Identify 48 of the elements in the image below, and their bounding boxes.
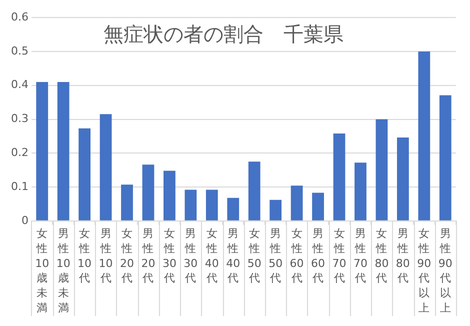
bar (354, 162, 366, 220)
bar (164, 170, 176, 220)
x-tick-label: 女性30代 (162, 227, 176, 285)
x-tick-label: 女性40代 (204, 227, 219, 285)
x-tick-label: 男性40代 (226, 227, 240, 285)
bar (248, 162, 260, 220)
x-tick-label: 女性70代 (332, 227, 346, 285)
bar (78, 128, 90, 220)
x-tick-label: 女性10歳未満 (35, 227, 50, 314)
x-tick-label: 女性90代以上 (417, 227, 432, 314)
x-tick-label: 女性60代 (290, 227, 304, 285)
x-tick-label: 男性30代 (184, 227, 198, 285)
y-tick-label: 0 (21, 214, 28, 227)
bar (36, 82, 48, 220)
bar (142, 164, 154, 220)
bar (121, 184, 133, 220)
x-tick-label: 男性90代以上 (438, 227, 452, 314)
bar (333, 133, 346, 220)
bar (418, 51, 430, 220)
y-tick-label: 0.5 (10, 44, 28, 58)
x-tick-label: 男性50代 (268, 227, 283, 285)
x-tick-label: 女性20代 (120, 227, 134, 285)
bar (57, 82, 70, 220)
bar (439, 95, 452, 220)
bar (100, 114, 112, 220)
x-tick-label: 男性10歳未満 (56, 227, 70, 314)
x-tick-label: 女性80代 (374, 227, 389, 285)
bar (206, 190, 218, 220)
y-tick-label: 0.6 (10, 10, 28, 24)
bar (396, 138, 409, 220)
bar (290, 186, 303, 220)
bar (184, 190, 197, 220)
x-tick-label: 男性80代 (396, 227, 410, 285)
bar (312, 192, 324, 220)
chart-title: 無症状の者の割合 千葉県 (104, 22, 344, 46)
y-tick-label: 0.2 (10, 146, 28, 159)
bar (227, 198, 240, 220)
x-tick-label: 男性10代 (98, 227, 113, 285)
y-tick-label: 0.1 (10, 180, 28, 193)
y-tick-label: 0.3 (10, 112, 28, 126)
x-tick-label: 男性70代 (353, 227, 368, 285)
bar (376, 119, 388, 220)
x-tick-label: 女性10代 (78, 227, 92, 285)
y-tick-label: 0.4 (10, 78, 28, 92)
x-tick-label: 女性50代 (247, 227, 262, 285)
x-tick-label: 男性20代 (141, 227, 156, 285)
x-tick-label: 男性60代 (311, 227, 326, 285)
bar (270, 200, 282, 220)
